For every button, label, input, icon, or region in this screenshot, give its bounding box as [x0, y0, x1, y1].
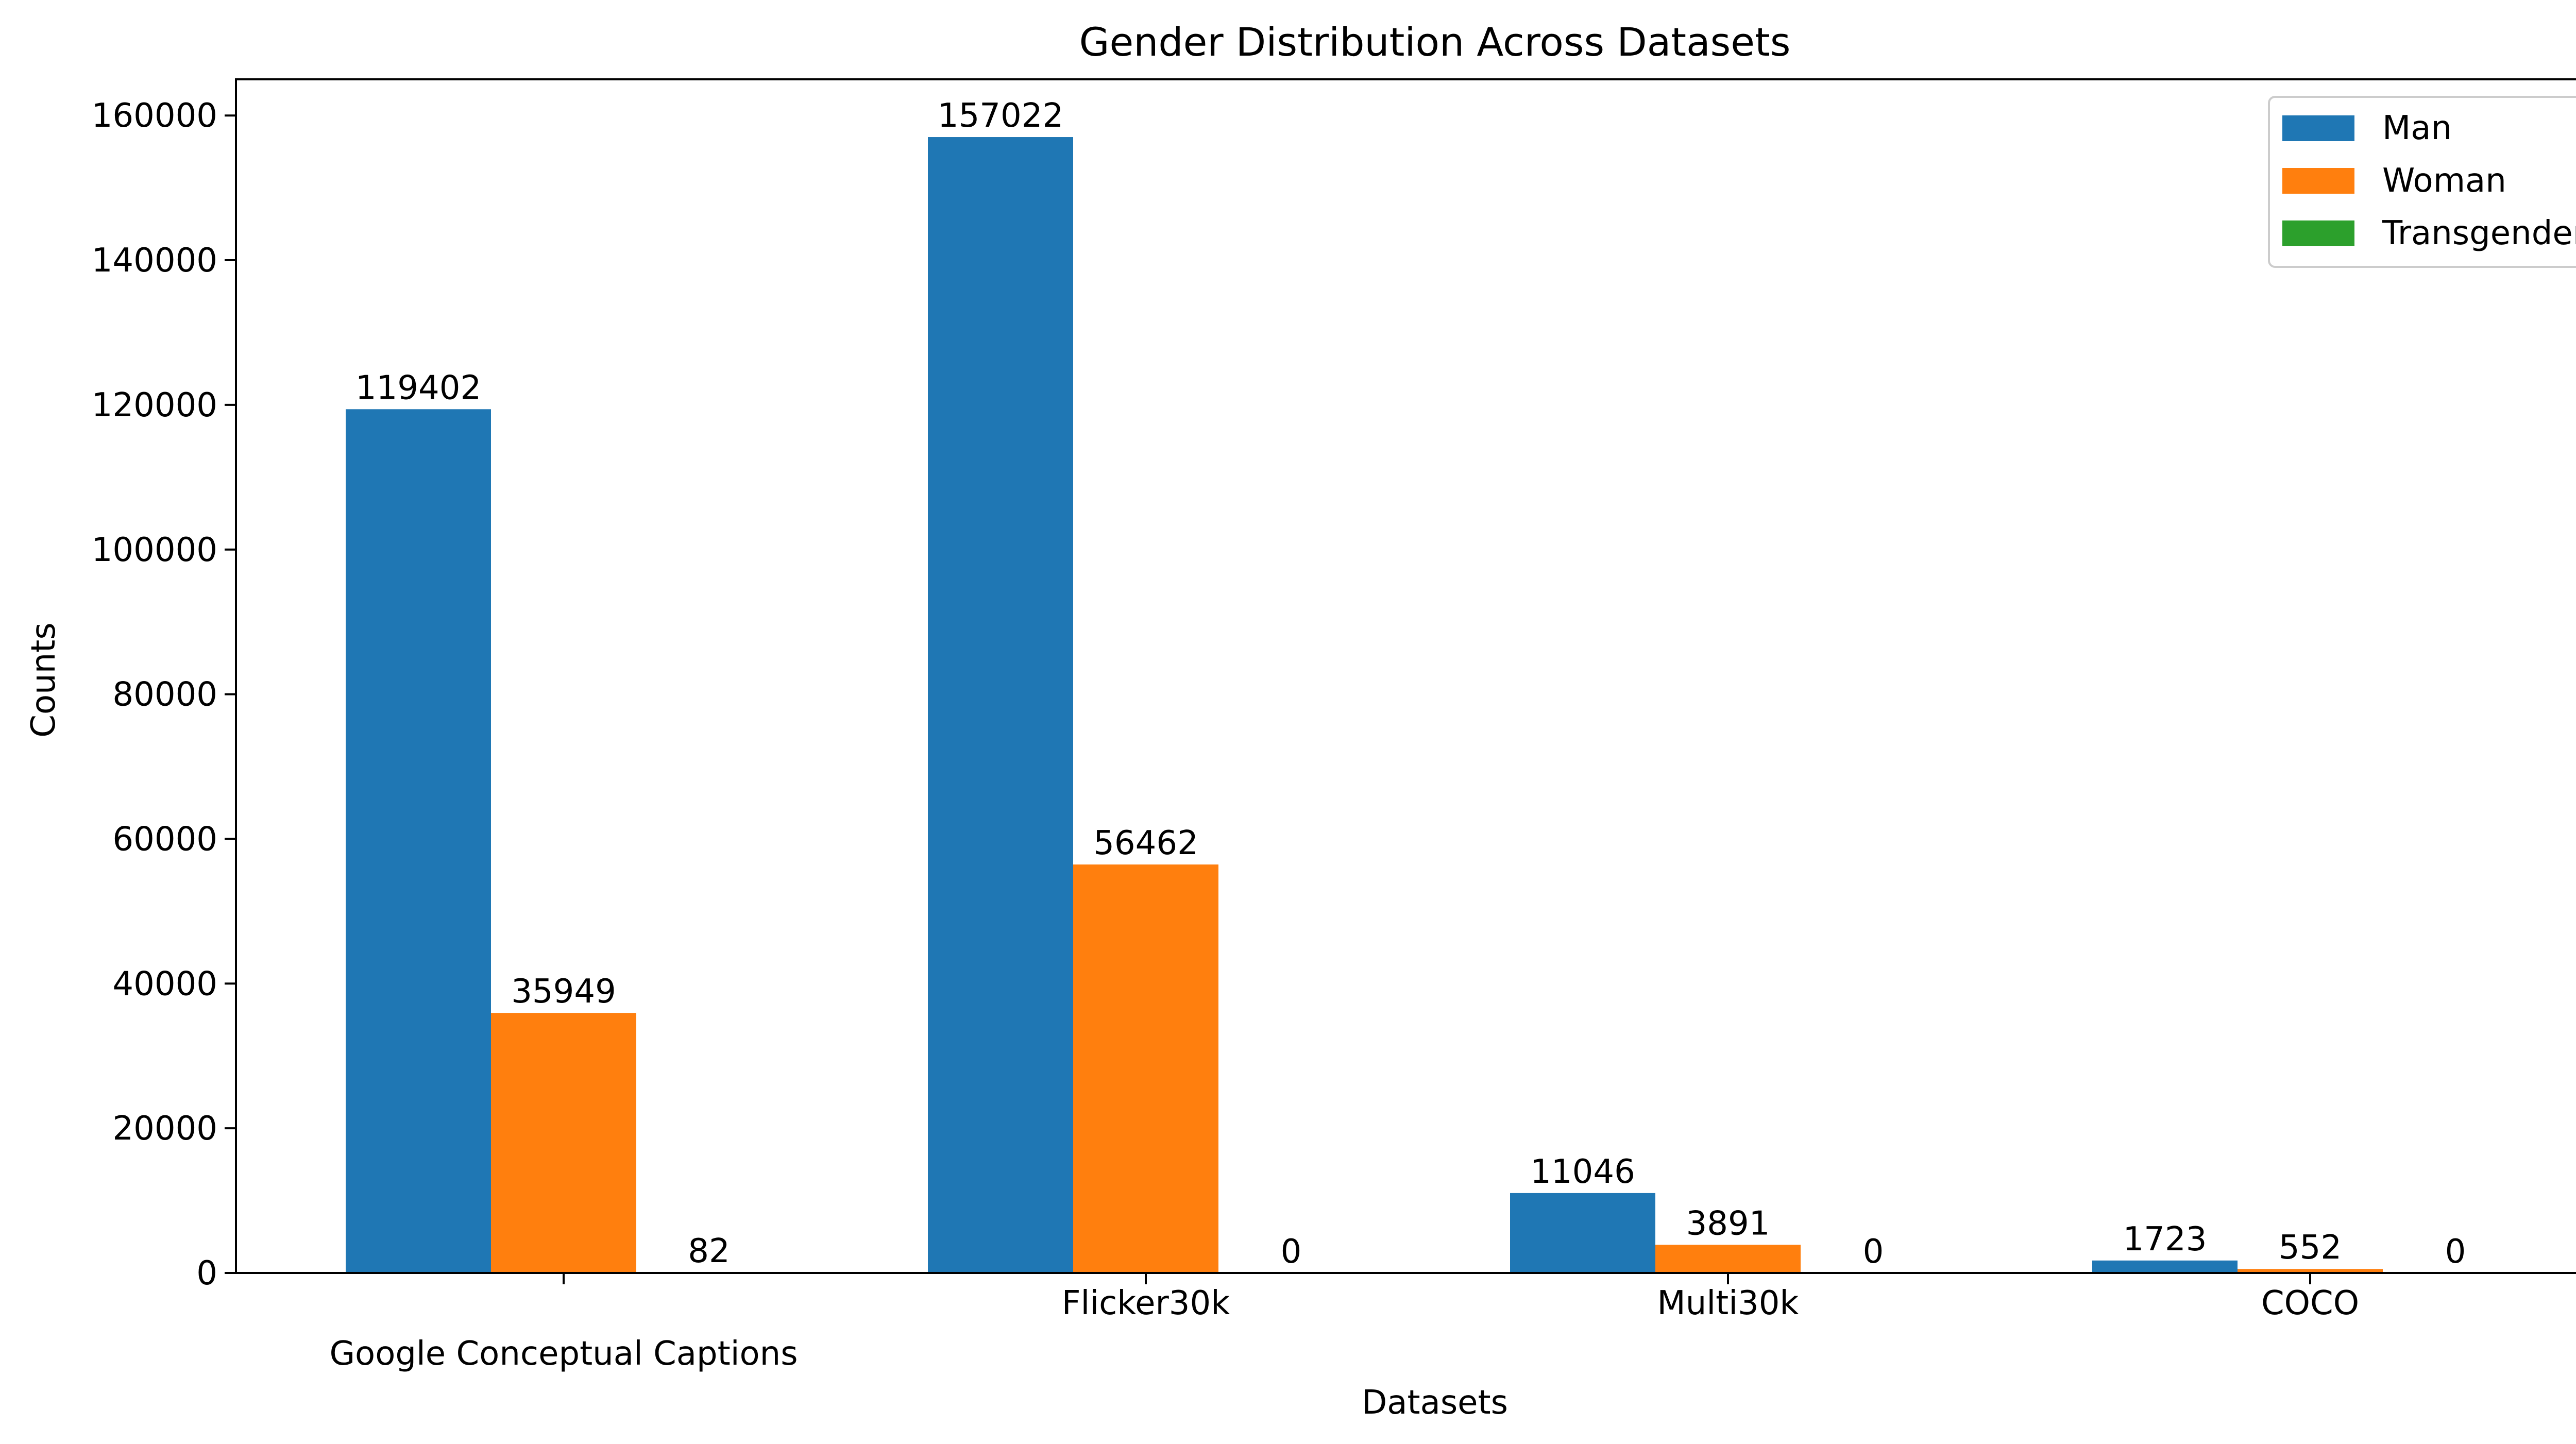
data-label: 0 [2445, 1233, 2466, 1271]
data-label: 11046 [1530, 1153, 1635, 1191]
y-tick-label: 100000 [92, 531, 217, 569]
x-axis: Google Conceptual Captions Flicker30k Mult… [329, 1273, 2359, 1373]
bar-woman-1 [1073, 864, 1218, 1273]
y-tick-label: 140000 [92, 242, 217, 280]
legend-label-transgender: Transgender [2382, 214, 2576, 252]
bar-woman-2 [1655, 1245, 1801, 1273]
legend-label-woman: Woman [2382, 162, 2506, 200]
bar-woman-0 [491, 1013, 636, 1273]
x-tick-label: COCO [2261, 1284, 2359, 1322]
y-axis: 0 20000 40000 60000 80000 100000 120000 140000 1… [92, 97, 236, 1293]
data-label: 0 [1281, 1233, 1302, 1271]
bars-layer [346, 137, 2383, 1273]
data-label: 552 [2279, 1229, 2342, 1267]
x-tick-label: Flicker30k [1062, 1284, 1230, 1322]
y-tick-label: 120000 [92, 386, 217, 424]
data-labels-layer: 119402 35949 82 157022 56462 0 11046 3891 0 1723 5… [355, 97, 2466, 1271]
x-tick-label: Multi30k [1657, 1284, 1799, 1322]
y-tick-label: 20000 [112, 1110, 217, 1148]
data-label: 3891 [1686, 1204, 1770, 1243]
bar-man-1 [928, 137, 1073, 1273]
bar-man-0 [346, 409, 491, 1273]
bar-man-3 [2092, 1260, 2238, 1273]
data-label: 0 [1863, 1233, 1884, 1271]
plot-frame [235, 78, 2576, 1274]
chart-title: Gender Distribution Across Datasets [1079, 19, 1791, 65]
y-tick-label: 40000 [112, 965, 217, 1003]
y-tick-label: 160000 [92, 97, 217, 135]
y-tick-label: 80000 [112, 676, 217, 714]
legend-swatch-woman [2282, 168, 2354, 194]
data-label: 119402 [355, 369, 481, 407]
bar-man-2 [1510, 1193, 1655, 1273]
legend: Man Woman Transgender [2268, 96, 2576, 268]
legend-swatch-man [2282, 115, 2354, 141]
data-label: 82 [688, 1232, 730, 1270]
legend-swatch-transgender [2282, 220, 2354, 246]
y-tick-label: 60000 [112, 820, 217, 858]
data-label: 1723 [2123, 1220, 2207, 1259]
data-label: 157022 [938, 97, 1063, 135]
data-label: 35949 [511, 973, 616, 1011]
x-tick-label: Google Conceptual Captions [329, 1335, 798, 1373]
bar-woman-3 [2238, 1269, 2383, 1273]
y-axis-title: Counts [25, 622, 63, 737]
data-label: 56462 [1093, 824, 1198, 862]
y-tick-label: 0 [196, 1254, 217, 1293]
x-axis-title: Datasets [1362, 1384, 1508, 1422]
legend-label-man: Man [2382, 109, 2452, 147]
